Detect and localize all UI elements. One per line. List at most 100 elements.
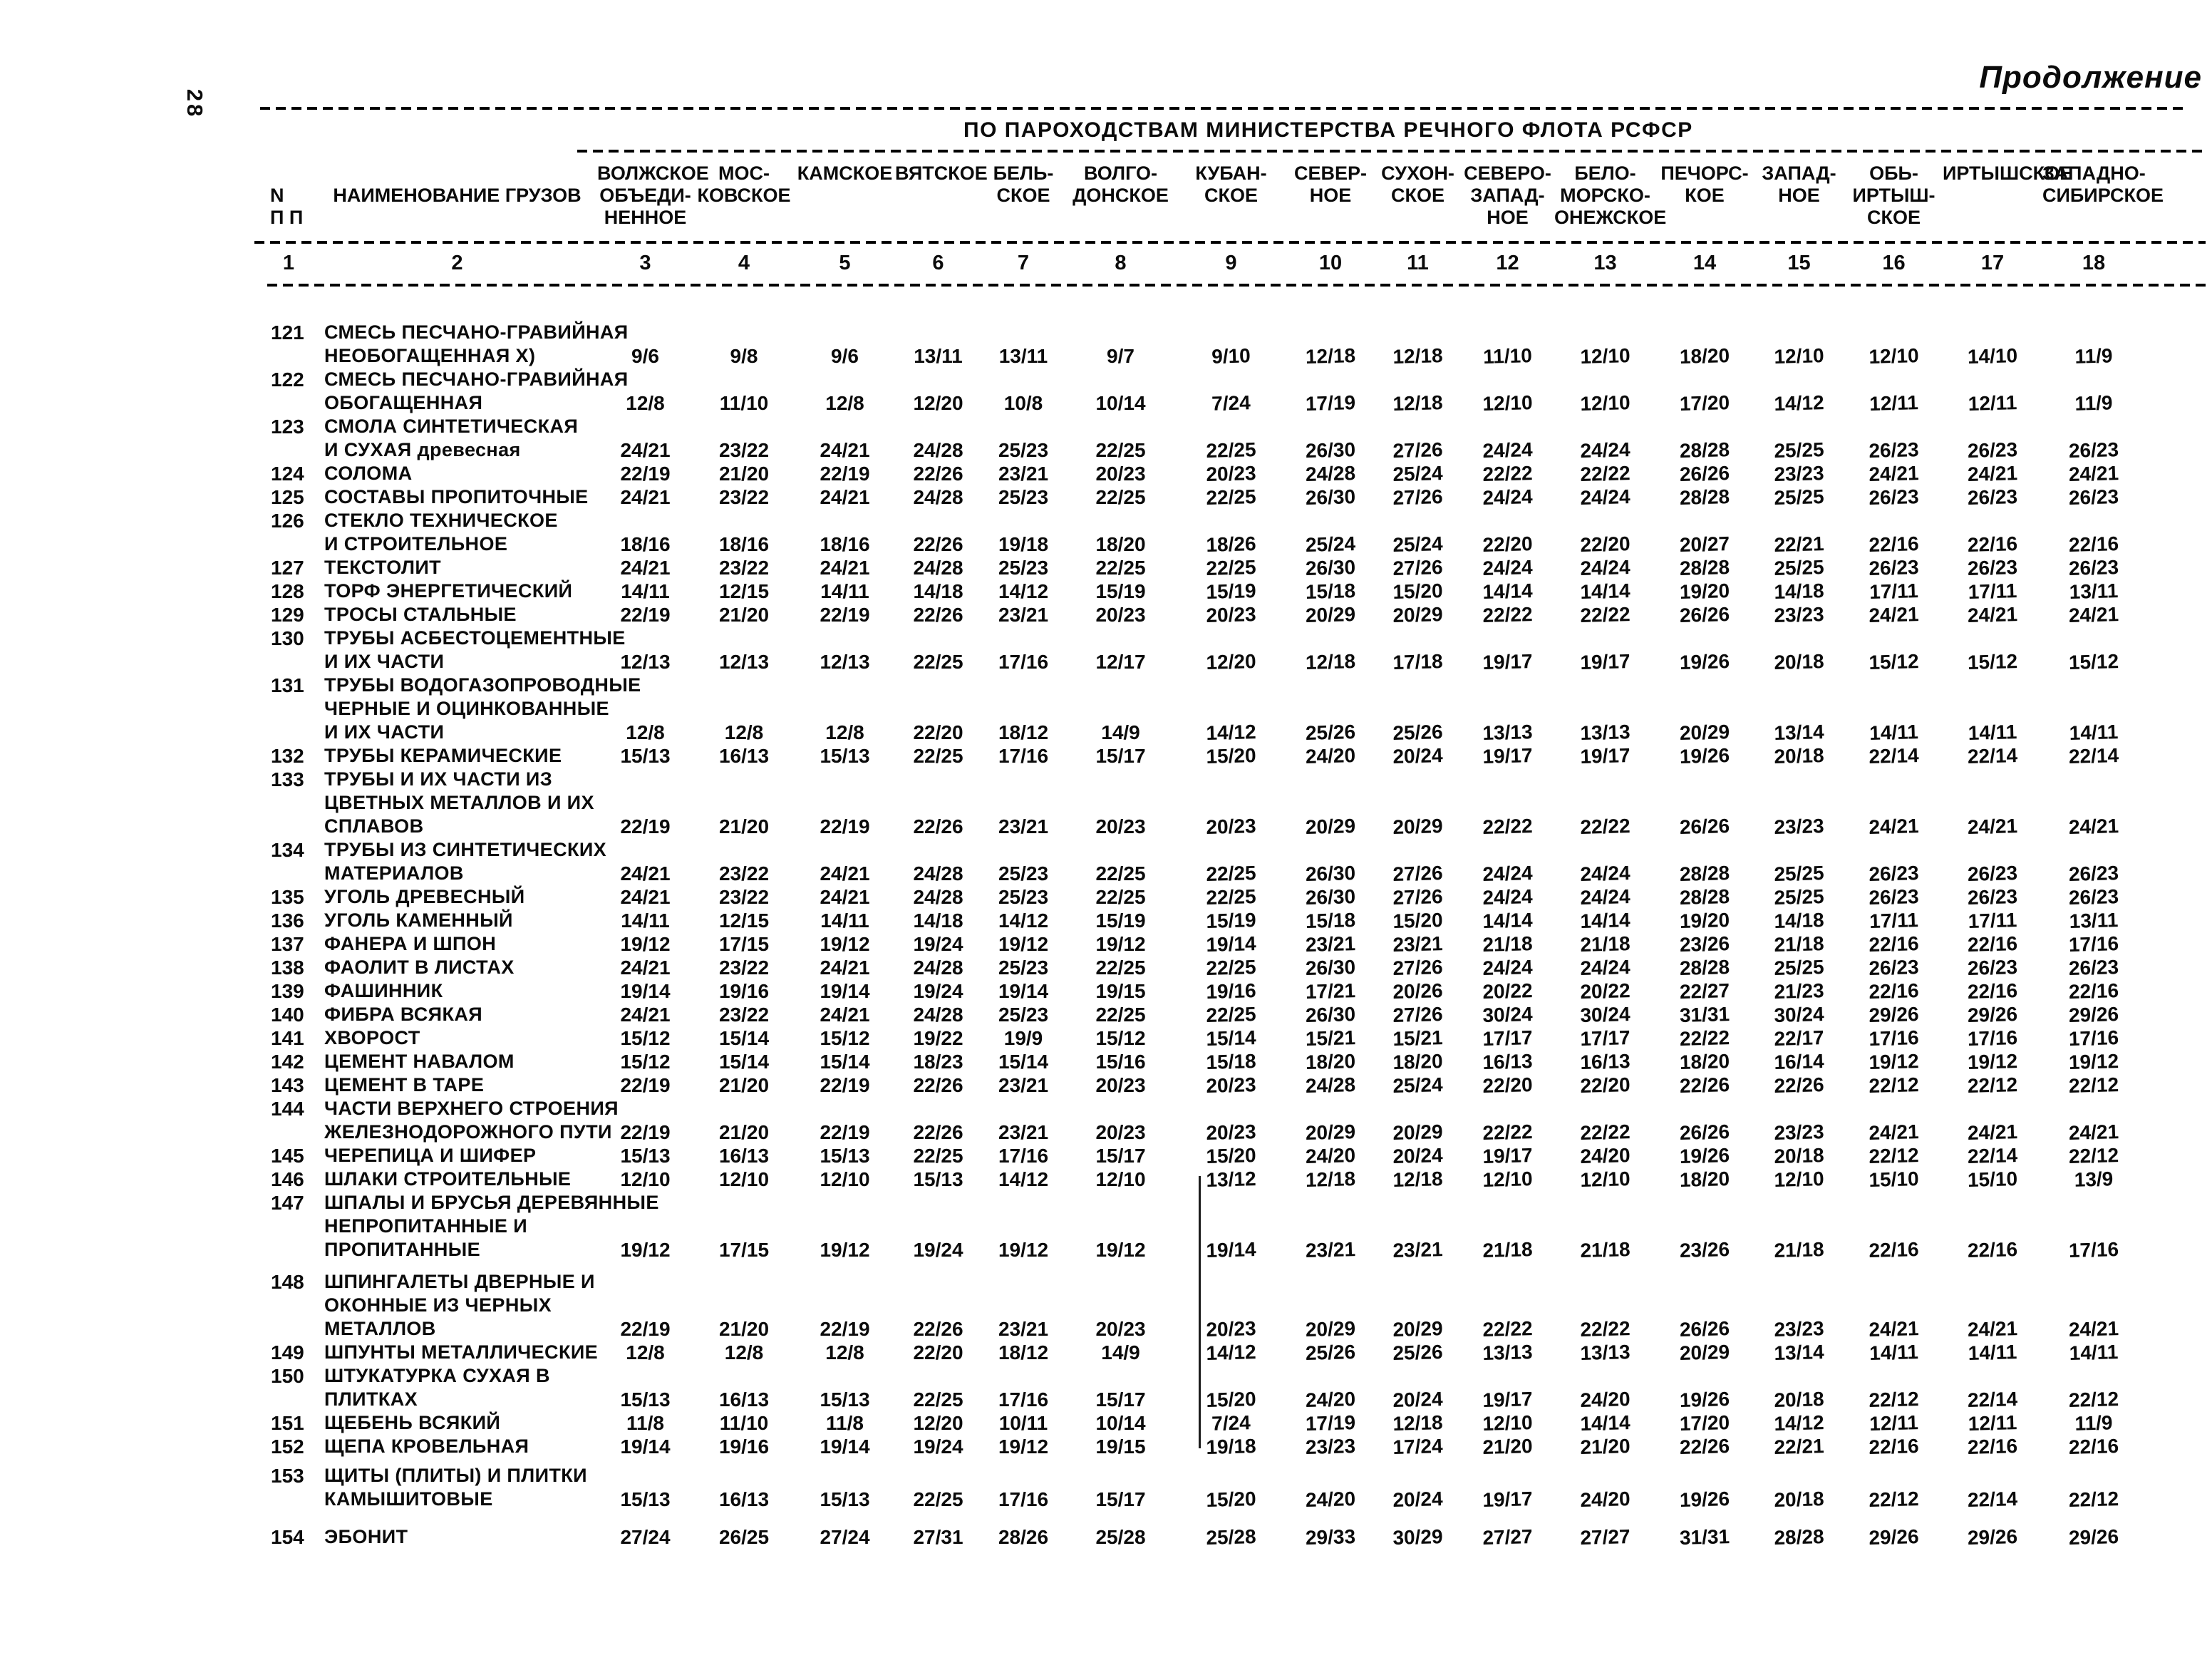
rate-cell-col13: 13/13 [1580,1341,1630,1364]
cargo-row-134: 134 ТРУБЫ ИЗ СИНТЕТИЧЕСКИХ МАТЕРИАЛОВ 24/2… [260,838,2145,885]
rate-cell-col4: 21/20 [718,604,770,626]
rate-cell-col17: 15/12 [1967,650,2018,674]
rate-cell-col15: 12/10 [1774,344,1824,368]
rate-cell-col12: 11/10 [1482,344,1533,368]
rate-cell-col9: 13/12 [1206,1167,1256,1191]
rate-cell-col14: 28/28 [1679,556,1730,579]
rate-cell-col3: 22/19 [620,1121,671,1143]
dashed-rule-under-numbers [267,284,2206,287]
rate-cell-col7: 23/21 [998,604,1049,626]
rate-cell-col5: 18/16 [820,533,870,555]
rate-cell-col6: 24/28 [913,862,963,885]
cargo-name: ЧАСТИ ВЕРХНЕГО СТРОЕНИЯ ЖЕЛЕЗНОДОРОЖНОГО… [324,1098,619,1143]
rate-cell-col17: 14/10 [1967,344,2018,368]
rate-cell-col11: 15/20 [1392,909,1443,932]
rate-cell-col9: 22/25 [1206,862,1256,885]
rate-cell-col18: 26/23 [2068,556,2119,579]
rate-cell-col9: 14/12 [1206,721,1256,744]
rate-cell-col4: 23/22 [718,886,770,908]
rate-cell-col11: 12/18 [1392,344,1443,368]
rate-cell-col4: 12/8 [724,721,764,743]
column-number-18: 18 [2082,252,2106,274]
row-number: 147 [271,1192,304,1214]
rate-cell-col18: 24/21 [2068,815,2119,838]
rate-cell-col10: 25/26 [1305,721,1356,744]
column-number-10: 10 [1318,252,1343,274]
rate-cell-col13: 20/22 [1580,979,1630,1003]
rate-cell-col6: 27/31 [913,1526,963,1548]
rate-cell-col10: 17/21 [1305,979,1356,1003]
rate-cell-col16: 26/23 [1869,485,1919,509]
cargo-row-123: 123 СМОЛА СИНТЕТИЧЕСКАЯ И СУХАЯ древесная… [260,415,2145,462]
rate-cell-col5: 24/21 [820,439,870,461]
rate-cell-col13: 21/18 [1580,1238,1630,1262]
rate-cell-col11: 27/26 [1392,1003,1443,1026]
rate-cell-col7: 25/23 [998,957,1049,979]
cargo-row-136: 136 УГОЛЬ КАМЕННЫЙ 14/11 12/15 14/11 14/18 14/… [260,909,2145,932]
cargo-row-126: 126 СТЕКЛО ТЕХНИЧЕСКОЕ И СТРОИТЕЛЬНОЕ 18/1… [260,509,2145,556]
cargo-row-137: 137 ФАНЕРА И ШПОН 19/12 17/15 19/12 19/24 19/1… [260,932,2145,956]
rate-cell-col3: 27/24 [620,1526,671,1548]
rate-cell-col6: 24/28 [913,886,963,908]
rate-cell-col5: 22/19 [820,815,870,837]
rate-cell-col18: 13/11 [2069,579,2119,603]
rate-cell-col4: 23/22 [718,439,770,461]
column-numbers-row: 1 2 3 4 5 6 7 8 9 10 11 12 13 14 15 16 17 18 [260,251,2145,275]
rate-cell-col8: 15/19 [1095,909,1146,932]
rate-cell-col18: 22/16 [2068,532,2119,556]
rate-cell-col7: 15/14 [998,1051,1049,1073]
row-number: 133 [271,768,304,790]
rate-cell-col5: 15/12 [820,1027,870,1049]
rate-cell-col14: 17/20 [1679,1411,1730,1435]
rate-cell-col12: 22/22 [1482,603,1533,627]
rate-cell-col15: 30/24 [1774,1003,1824,1026]
rate-cell-col14: 19/26 [1679,1488,1730,1511]
rate-cell-col7: 25/23 [998,486,1049,508]
dashed-rule-top [260,107,2184,110]
rate-cell-col7: 23/21 [998,815,1049,837]
rate-cell-col3: 22/19 [620,1074,671,1096]
rate-cell-col18: 22/16 [2068,1435,2119,1458]
rate-cell-col14: 28/28 [1679,485,1730,509]
rate-cell-col10: 18/20 [1305,1050,1356,1073]
rate-cell-col16: 26/23 [1869,556,1919,579]
rate-cell-col9: 19/18 [1206,1435,1256,1458]
rate-cell-col4: 23/22 [718,557,770,579]
rate-cell-col6: 22/25 [913,651,963,673]
row-number: 143 [271,1074,304,1096]
rate-cell-col3: 24/21 [620,1004,671,1026]
rate-cell-col12: 14/14 [1482,579,1533,603]
cargo-name: ФАОЛИТ В ЛИСТАХ [324,957,515,978]
cargo-name: УГОЛЬ КАМЕННЫЙ [324,909,513,931]
rate-cell-col10: 12/18 [1305,650,1356,674]
rate-cell-col10: 17/19 [1305,391,1356,415]
column-number-16: 16 [1882,252,1906,274]
table-body: 121 СМЕСЬ ПЕСЧАНО-ГРАВИЙНАЯ НЕОБОГАЩЕННАЯ… [260,321,2145,1549]
rate-cell-col6: 14/18 [913,909,963,932]
rate-cell-col5: 14/11 [820,580,869,602]
cargo-name: ЦЕМЕНТ НАВАЛОМ [324,1051,515,1072]
rate-cell-col14: 23/26 [1679,932,1730,956]
rate-cell-col10: 20/29 [1305,603,1356,627]
rate-cell-col11: 27/26 [1392,438,1443,462]
rate-cell-col17: 14/11 [1968,1341,2017,1364]
rate-cell-col14: 18/20 [1679,1050,1730,1073]
rate-cell-col3: 24/21 [620,557,671,579]
rate-cell-col3: 22/19 [620,463,671,485]
rate-cell-col6: 22/20 [913,1341,963,1364]
rate-cell-col9: 20/23 [1206,1073,1256,1097]
rate-cell-col4: 16/13 [718,1488,770,1510]
rate-cell-col10: 23/21 [1305,932,1356,956]
rate-cell-col8: 22/25 [1095,886,1146,908]
rate-cell-col13: 22/22 [1580,603,1630,627]
cargo-row-135: 135 УГОЛЬ ДРЕВЕСНЫЙ 24/21 23/22 24/21 24/28 25… [260,885,2145,909]
rate-cell-col6: 22/26 [913,463,963,485]
rate-cell-col16: 29/26 [1869,1003,1919,1026]
rate-cell-col17: 12/11 [1968,1411,2017,1435]
rate-cell-col13: 19/17 [1580,744,1630,768]
rate-cell-col7: 17/16 [998,1388,1049,1411]
rate-cell-col8: 22/25 [1095,957,1146,979]
column-header-17: ИРТЫШСКОЕ [1943,163,2073,184]
column-header-14: ПЕЧОРС- КОЕ [1660,163,1749,206]
rate-cell-col17: 26/23 [1967,956,2018,979]
